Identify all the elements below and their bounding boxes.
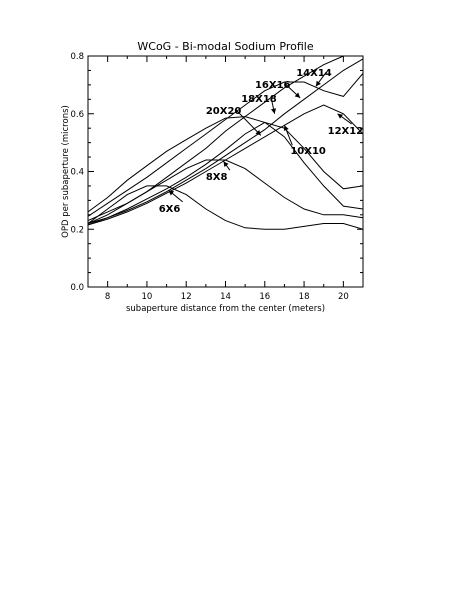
annotation-label-6x6: 6X6 [159,204,181,215]
annotation-label-10x10: 10X10 [290,146,326,157]
annotation-arrow-head [271,108,277,114]
x-tick-label: 14 [220,292,231,302]
plot-lines [88,56,363,230]
annotation-label-20x20: 20X20 [206,106,242,117]
annotation-label-18x18: 18X18 [241,94,277,105]
annotation-arrow-head [315,80,321,87]
annotation-label-12x12: 12X12 [328,126,364,137]
annotation-arrow-head [337,113,344,119]
x-tick-label: 12 [181,292,192,302]
y-axis-ticks: 0.0 0.2 0.4 0.6 0.8 [70,52,363,293]
series-line-6x6 [88,185,363,230]
y-tick-label: 0.6 [70,110,84,120]
y-tick-label: 0.0 [70,283,84,293]
annotation-label-8x8: 8X8 [206,172,228,183]
series-line-16x16 [88,56,347,222]
y-axis-label: OPD per subaperture (microns) [61,105,71,238]
x-tick-label: 16 [259,292,270,302]
series-line-10x10 [88,121,363,226]
x-tick-label: 18 [299,292,310,302]
series-line-18x18 [88,72,363,217]
annotation-arrow-line [235,109,262,136]
annotation-arrow-head [168,190,175,196]
annotation-arrow-head [255,130,261,136]
annotation-arrow-head [283,125,289,131]
y-tick-label: 0.2 [70,225,84,235]
annotation-label-16x16: 16X16 [255,80,291,91]
annotation-arrow-head [294,92,301,98]
x-tick-label: 10 [142,292,153,302]
series-line-12x12 [88,104,363,226]
y-tick-label: 0.4 [70,168,84,178]
x-axis-label: subaperture distance from the center (me… [126,304,325,314]
annotation-label-14x14: 14X14 [296,68,332,79]
x-tick-label: 8 [105,292,110,302]
series-line-14x14 [88,58,363,224]
annotation-arrow-head [223,161,229,167]
chart-title: WCoG - Bi-modal Sodium Profile [137,40,313,53]
y-tick-label: 0.8 [70,52,84,62]
series-line-20x20 [88,116,363,213]
x-tick-label: 20 [338,292,349,302]
